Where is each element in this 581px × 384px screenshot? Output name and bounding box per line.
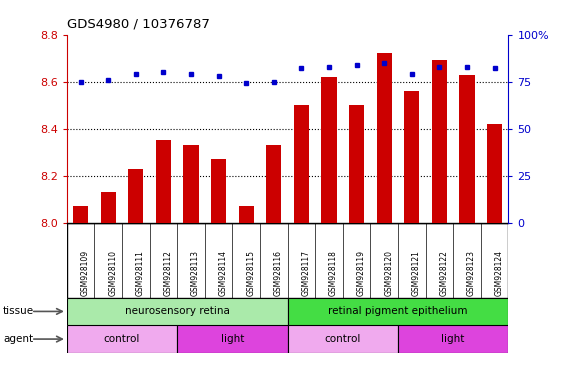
Bar — [487, 124, 502, 223]
Bar — [321, 77, 336, 223]
Text: GSM928113: GSM928113 — [191, 250, 200, 296]
Bar — [460, 74, 475, 223]
Text: GSM928124: GSM928124 — [494, 250, 504, 296]
Text: agent: agent — [3, 334, 33, 344]
Bar — [184, 145, 199, 223]
Bar — [432, 60, 447, 223]
Bar — [101, 192, 116, 223]
Text: GSM928111: GSM928111 — [136, 250, 145, 296]
Bar — [404, 91, 419, 223]
Text: GDS4980 / 10376787: GDS4980 / 10376787 — [67, 18, 210, 31]
Text: control: control — [325, 334, 361, 344]
Text: GSM928117: GSM928117 — [302, 250, 310, 296]
Text: GSM928109: GSM928109 — [81, 250, 89, 296]
Bar — [376, 53, 392, 223]
Bar — [67, 325, 177, 353]
Text: GSM928121: GSM928121 — [412, 250, 421, 296]
Text: retinal pigment epithelium: retinal pigment epithelium — [328, 306, 468, 316]
Bar — [398, 325, 508, 353]
Text: GSM928122: GSM928122 — [439, 250, 449, 296]
Text: GSM928120: GSM928120 — [384, 250, 393, 296]
Text: light: light — [221, 334, 244, 344]
Text: light: light — [442, 334, 465, 344]
Text: GSM928110: GSM928110 — [108, 250, 117, 296]
Bar — [177, 325, 288, 353]
Bar — [288, 325, 398, 353]
Bar — [239, 206, 254, 223]
Bar — [73, 206, 88, 223]
Text: GSM928118: GSM928118 — [329, 250, 338, 296]
Bar — [349, 105, 364, 223]
Text: GSM928119: GSM928119 — [357, 250, 365, 296]
Text: GSM928112: GSM928112 — [163, 250, 173, 296]
Bar — [156, 141, 171, 223]
Bar — [211, 159, 226, 223]
Bar — [294, 105, 309, 223]
Bar — [67, 298, 288, 325]
Bar — [128, 169, 144, 223]
Text: control: control — [104, 334, 140, 344]
Text: GSM928115: GSM928115 — [246, 250, 255, 296]
Bar — [266, 145, 281, 223]
Text: neurosensory retina: neurosensory retina — [125, 306, 229, 316]
Text: tissue: tissue — [3, 306, 34, 316]
Text: GSM928114: GSM928114 — [218, 250, 228, 296]
Bar — [288, 298, 508, 325]
Text: GSM928123: GSM928123 — [467, 250, 476, 296]
Text: GSM928116: GSM928116 — [274, 250, 283, 296]
